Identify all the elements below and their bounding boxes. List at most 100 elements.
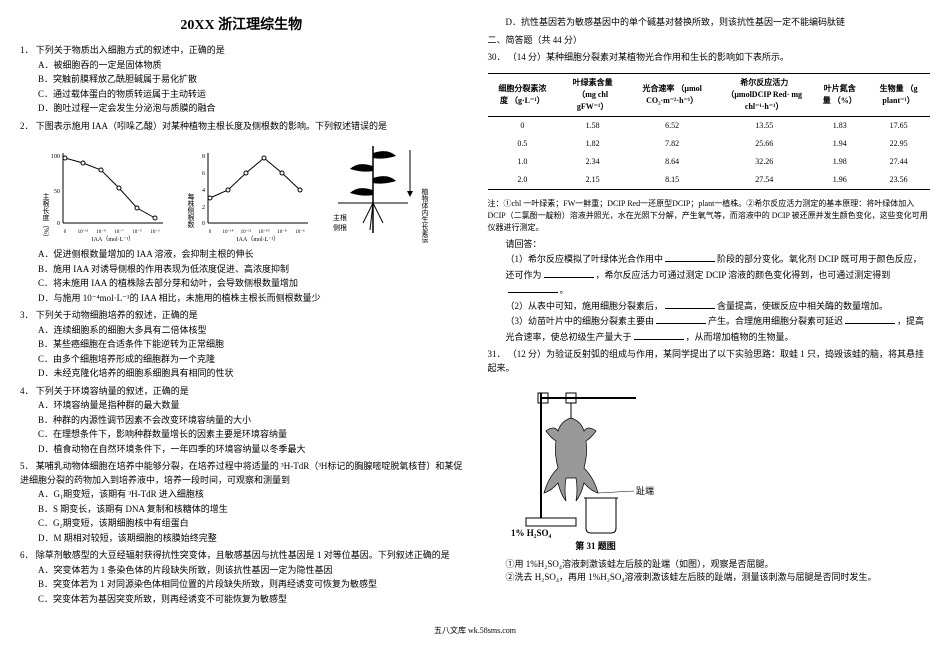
plant-label-transport: 植物体内生长素运输 bbox=[421, 187, 429, 243]
r2c1: 2.34 bbox=[557, 153, 628, 171]
blank-2[interactable] bbox=[544, 267, 594, 278]
q3-opt-d: D．未经克隆化培养的细胞系细胞具有相同的性状 bbox=[38, 367, 463, 381]
chart2-line bbox=[210, 158, 300, 198]
r0c3: 13.55 bbox=[716, 116, 812, 135]
q30-lead: 请回答： bbox=[488, 238, 931, 252]
svg-text:0: 0 bbox=[209, 230, 212, 235]
q1-num: 1． bbox=[20, 45, 34, 55]
svg-text:2: 2 bbox=[202, 205, 205, 211]
q1-opt-d: D．胞吐过程一定会发生分泌泡与质膜的融合 bbox=[38, 102, 463, 116]
q1-opt-c: C．通过载体蛋白的物质转运属于主动转运 bbox=[38, 88, 463, 102]
frog-icon bbox=[544, 418, 598, 501]
r2c5: 27.44 bbox=[867, 153, 930, 171]
r3c2: 8.15 bbox=[628, 171, 716, 190]
svg-text:10⁻⁵: 10⁻⁵ bbox=[132, 229, 142, 235]
r1c2: 7.82 bbox=[628, 135, 716, 153]
r0c1: 1.58 bbox=[557, 116, 628, 135]
q2-plant-diagram: 主根 侧根 植物体内生长素运输 bbox=[328, 138, 443, 243]
question-1: 1． 下列关于物质出入细胞方式的叙述中，正确的是 A．被细胞吞的一定是固体物质 … bbox=[20, 44, 463, 116]
q6-options: A．突变体若为 1 条染色体的片段缺失所致，则该抗性基因一定为隐性基因 B．突变… bbox=[20, 564, 463, 607]
q2-opt-a: A．促进侧根数量增加的 IAA 溶液，会抑制主根的伸长 bbox=[38, 248, 463, 262]
svg-text:10⁻¹⁴: 10⁻¹⁴ bbox=[223, 229, 234, 235]
svg-text:10⁻¹⁰: 10⁻¹⁰ bbox=[258, 229, 269, 235]
page-footer: 五八文库 wk.58sms.com bbox=[20, 625, 930, 637]
blank-6[interactable] bbox=[845, 313, 895, 324]
q30-sub1: （1）希尔反应模拟了叶绿体光合作用中阶段的部分变化。氧化剂 DCIP 既可用于颜… bbox=[488, 251, 931, 298]
label-acid: 1% H₂SO₄ bbox=[511, 528, 551, 538]
r1c0: 0.5 bbox=[488, 135, 558, 153]
q2-text: 下图表示施用 IAA（吲哚乙酸）对某种植物主根长度及侧根数的影响。下列叙述错误的… bbox=[36, 121, 387, 131]
q31-fig-caption: 第 31 题图 bbox=[506, 540, 686, 554]
blank-1[interactable] bbox=[665, 251, 715, 262]
q1-opt-a: A．被细胞吞的一定是固体物质 bbox=[38, 59, 463, 73]
svg-text:10⁻⁷: 10⁻⁷ bbox=[114, 229, 124, 235]
q31-sub1: ①用 1%H₂SO₄溶液刺激该蛙左后肢的趾端（如图），观察是否屈腿。 bbox=[488, 558, 931, 572]
chart1-yt0: 0 bbox=[57, 221, 60, 227]
th-1: 叶绿素含量 （mg chl gFW⁻¹） bbox=[557, 73, 628, 116]
q5-opt-c: C．G₂期变短，该期细胞核中有组蛋白 bbox=[38, 517, 463, 531]
q4-opt-a: A．环境容纳量是指种群的最大数量 bbox=[38, 399, 463, 413]
question-4: 4． 下列关于环境容纳量的叙述，正确的是 A．环境容纳量是指种群的最大数量 B．… bbox=[20, 385, 463, 457]
r2c3: 32.26 bbox=[716, 153, 812, 171]
r1c5: 22.95 bbox=[867, 135, 930, 153]
th-3: 希尔反应活力 （μmolDCIP Red· mg chl⁻¹·h⁻¹） bbox=[716, 73, 812, 116]
question-3: 3． 下列关于动物细胞培养的叙述，正确的是 A．连续细胞系的细胞大多具有二倍体核… bbox=[20, 309, 463, 381]
chart1-xlabel: IAA（mol·L⁻¹） bbox=[92, 236, 135, 243]
q3-options: A．连续细胞系的细胞大多具有二倍体核型 B．某些癌细胞在合适条件下能逆转为正常细… bbox=[20, 324, 463, 381]
page-title: 20XX 浙江理综生物 bbox=[20, 15, 463, 36]
q5-opt-d: D．M 期相对较短，该期细胞的核膜始终完整 bbox=[38, 532, 463, 546]
q6-num: 6． bbox=[20, 550, 34, 560]
blank-4[interactable] bbox=[665, 298, 715, 309]
q3-opt-c: C．由多个细胞培养形成的细胞群为一个克隆 bbox=[38, 353, 463, 367]
th-4: 叶片氮含量 （%） bbox=[812, 73, 867, 116]
q30-sub3: （3）幼苗叶片中的细胞分裂素主要由产生。合理施用细胞分裂素可延迟，提高光合速率，… bbox=[488, 313, 931, 344]
blank-7[interactable] bbox=[634, 329, 684, 340]
r0c5: 17.65 bbox=[867, 116, 930, 135]
r2c4: 1.98 bbox=[812, 153, 867, 171]
frog-apparatus-diagram: 趾端 1% H₂SO₄ bbox=[506, 383, 686, 538]
q3-opt-b: B．某些癌细胞在合适条件下能逆转为正常细胞 bbox=[38, 338, 463, 352]
question-30: 30． （14 分）某种细胞分裂素对某植物光合作用和生长的影响如下表所示。 细胞… bbox=[488, 51, 931, 344]
r0c0: 0 bbox=[488, 116, 558, 135]
q6-options-cont: D．抗性基因若为敏感基因中的单个碱基对替换所致，则该抗性基因一定不能编码肽链 bbox=[488, 16, 931, 30]
q6-opt-a: A．突变体若为 1 条染色体的片段缺失所致，则该抗性基因一定为隐性基因 bbox=[38, 564, 463, 578]
q5-opt-b: B．S 期变长，该期有 DNA 复制和核糖体的增生 bbox=[38, 503, 463, 517]
blank-3[interactable] bbox=[508, 282, 558, 293]
plant-label-main-root: 主根 bbox=[333, 213, 347, 222]
q5-opt-a: A．G₁期变短，该期有 ³H-TdR 进入细胞核 bbox=[38, 488, 463, 502]
q30-text: （14 分）某种细胞分裂素对某植物光合作用和生长的影响如下表所示。 bbox=[508, 52, 789, 62]
q6-text: 除草剂敏感型的大豆经辐射获得抗性突变体，且敏感基因与抗性基因是 1 对等位基因。… bbox=[36, 550, 450, 560]
question-6: 6． 除草剂敏感型的大豆经辐射获得抗性突变体，且敏感基因与抗性基因是 1 对等位… bbox=[20, 549, 463, 606]
q31-figure: 趾端 1% H₂SO₄ 第 31 题图 bbox=[506, 383, 931, 554]
r2c2: 8.64 bbox=[628, 153, 716, 171]
blank-5[interactable] bbox=[656, 313, 706, 324]
q5-num: 5． bbox=[20, 461, 34, 471]
q4-opt-d: D．植食动物在自然环境条件下，一年四季的环境容纳量以冬季最大 bbox=[38, 443, 463, 457]
r3c4: 1.96 bbox=[812, 171, 867, 190]
q3-opt-a: A．连续细胞系的细胞大多具有二倍体核型 bbox=[38, 324, 463, 338]
q30-table: 细胞分裂素浓度 （g·L⁻¹） 叶绿素含量 （mg chl gFW⁻¹） 光合速… bbox=[488, 73, 931, 190]
svg-text:10⁻³: 10⁻³ bbox=[150, 229, 160, 235]
th-0: 细胞分裂素浓度 （g·L⁻¹） bbox=[488, 73, 558, 116]
th-5: 生物量 （g plant⁻¹） bbox=[867, 73, 930, 116]
r0c4: 1.83 bbox=[812, 116, 867, 135]
r1c1: 1.82 bbox=[557, 135, 628, 153]
q2-charts: 主根长度（%） 100 50 0 0 10⁻¹¹ 10⁻⁹ 10⁻⁷ 10⁻⁵ bbox=[38, 138, 463, 243]
question-2: 2． 下图表示施用 IAA（吲哚乙酸）对某种植物主根长度及侧根数的影响。下列叙述… bbox=[20, 120, 463, 306]
r3c3: 27.54 bbox=[716, 171, 812, 190]
question-31: 31． （12 分）为验证反射弧的组成与作用，某同学提出了以下实验思路：取蛙 1… bbox=[488, 348, 931, 585]
q3-text: 下列关于动物细胞培养的叙述，正确的是 bbox=[36, 310, 198, 320]
label-toe: 趾端 bbox=[636, 485, 654, 496]
q4-options: A．环境容纳量是指种群的最大数量 B．种群的内源性调节因素不会改变环境容纳量的大… bbox=[20, 399, 463, 456]
svg-text:6: 6 bbox=[202, 171, 205, 177]
q5-options: A．G₁期变短，该期有 ³H-TdR 进入细胞核 B．S 期变长，该期有 DNA… bbox=[20, 488, 463, 545]
q2-num: 2． bbox=[20, 121, 34, 131]
chart1-yt100: 100 bbox=[51, 154, 60, 160]
r3c1: 2.15 bbox=[557, 171, 628, 190]
svg-text:10⁻⁹: 10⁻⁹ bbox=[96, 229, 106, 235]
svg-text:10⁻⁶: 10⁻⁶ bbox=[295, 229, 305, 235]
th-2: 光合速率 （μmol CO₂·m⁻²·h⁻¹） bbox=[628, 73, 716, 116]
left-column: 20XX 浙江理综生物 1． 下列关于物质出入细胞方式的叙述中，正确的是 A．被… bbox=[20, 15, 463, 610]
r0c2: 6.52 bbox=[628, 116, 716, 135]
svg-text:0: 0 bbox=[64, 230, 67, 235]
